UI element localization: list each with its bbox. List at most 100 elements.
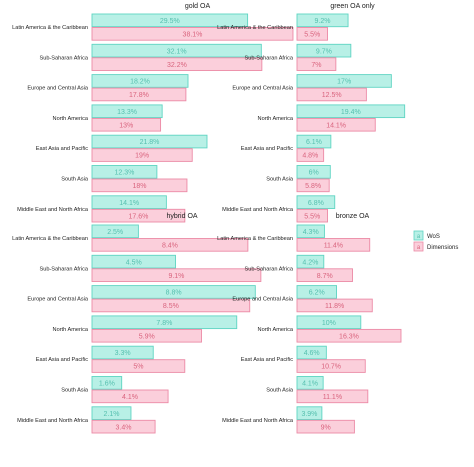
bar-dim-middle-east-and-north-africa <box>91 419 156 434</box>
bar-wos-east-asia-and-pacific <box>296 134 332 149</box>
category-label: East Asia and Pacific <box>36 357 88 363</box>
bar-wos-europe-and-central-asia <box>91 74 189 88</box>
bar-wos-middle-east-and-north-africa <box>91 195 167 209</box>
bar-value-label: 13% <box>119 122 133 129</box>
bar-value-label: 14.1% <box>119 200 139 207</box>
bar-value-label: 10.7% <box>321 364 341 371</box>
legend-swatch-letter-dimensions: a <box>417 245 421 251</box>
bar-wos-latin-america-and-the-caribbean <box>91 224 139 239</box>
bar-wos-north-america <box>296 104 406 119</box>
category-label: North America <box>258 327 294 333</box>
bar-value-label: 1.6% <box>99 380 115 387</box>
bar-dim-sub-saharan-africa <box>91 268 262 282</box>
bar-dim-europe-and-central-asia <box>296 298 373 313</box>
category-label: Latin America & the Caribbean <box>217 25 293 31</box>
bar-value-label: 5.5% <box>304 213 320 220</box>
bar-dim-europe-and-central-asia <box>91 298 251 313</box>
bar-value-label: 8.4% <box>162 242 178 249</box>
panel-title: bronze OA <box>336 213 370 220</box>
category-label: Middle East and North Africa <box>17 418 89 424</box>
panel-bronze-oa: bronze OA Latin America & the Caribbean 4.… <box>217 213 402 434</box>
bar-dim-sub-saharan-africa <box>91 57 263 71</box>
category-label: Europe and Central Asia <box>232 86 294 92</box>
category-label: Latin America & the Caribbean <box>12 236 88 242</box>
bar-value-label: 9.1% <box>168 273 184 280</box>
category-label: North America <box>53 327 89 333</box>
bar-wos-europe-and-central-asia <box>91 285 256 299</box>
bar-value-label: 6% <box>309 169 319 176</box>
bar-value-label: 11.4% <box>324 242 343 249</box>
bar-value-label: 5.9% <box>139 333 155 340</box>
bar-value-label: 6.1% <box>306 139 322 146</box>
bar-dim-europe-and-central-asia <box>296 87 367 102</box>
bar-value-label: 9.7% <box>316 48 332 55</box>
bar-value-label: 10% <box>322 320 336 327</box>
bar-value-label: 5.5% <box>304 31 320 38</box>
bar-wos-south-asia <box>91 165 158 179</box>
bar-wos-east-asia-and-pacific <box>296 345 327 360</box>
bar-value-label: 7% <box>311 62 321 69</box>
panel-green-oa-only: green OA only Latin America & the Caribbe… <box>217 3 406 223</box>
bar-wos-south-asia <box>296 165 331 179</box>
bar-wos-east-asia-and-pacific <box>91 345 154 360</box>
bar-wos-sub-saharan-africa <box>91 254 176 269</box>
bar-wos-sub-saharan-africa <box>296 43 352 58</box>
bar-value-label: 16.3% <box>339 333 359 340</box>
bar-value-label: 4.5% <box>126 259 142 266</box>
bar-value-label: 32.2% <box>167 62 187 69</box>
bar-wos-middle-east-and-north-africa <box>296 406 323 420</box>
category-label: South Asia <box>61 177 89 183</box>
bar-wos-east-asia-and-pacific <box>91 134 208 149</box>
bar-dim-latin-america-and-the-caribbean <box>296 238 371 252</box>
bar-value-label: 32.1% <box>167 48 187 55</box>
bar-value-label: 12.3% <box>115 169 135 176</box>
category-label: Sub-Saharan Africa <box>39 55 88 61</box>
bar-dim-europe-and-central-asia <box>91 87 187 102</box>
bar-wos-europe-and-central-asia <box>296 74 392 88</box>
bar-value-label: 2.5% <box>107 229 123 236</box>
category-label: South Asia <box>266 177 294 183</box>
panel-title: gold OA <box>185 3 211 10</box>
bar-value-label: 29.5% <box>160 18 180 25</box>
bar-dim-east-asia-and-pacific <box>91 359 186 373</box>
bar-wos-south-asia <box>296 376 324 390</box>
bar-value-label: 8.5% <box>163 303 179 310</box>
bar-value-label: 38.1% <box>183 31 203 38</box>
bar-value-label: 9% <box>321 424 331 431</box>
bar-dim-south-asia <box>296 178 330 193</box>
panel-gold-oa: gold OA Latin America & the Caribbean 29.5… <box>12 3 294 223</box>
bar-dim-south-asia <box>296 389 369 404</box>
category-label: North America <box>53 116 89 122</box>
bar-value-label: 5.8% <box>305 183 321 190</box>
bar-value-label: 2.1% <box>104 411 120 418</box>
bar-wos-north-america <box>91 315 238 330</box>
bar-value-label: 17.6% <box>128 213 148 220</box>
category-label: Latin America & the Caribbean <box>12 25 88 31</box>
bar-dim-middle-east-and-north-africa <box>91 208 186 223</box>
category-label: Sub-Saharan Africa <box>39 266 88 272</box>
category-label: East Asia and Pacific <box>241 357 293 363</box>
bar-value-label: 3.3% <box>115 350 131 357</box>
bar-dim-middle-east-and-north-africa <box>296 208 328 223</box>
bar-value-label: 21.8% <box>140 139 160 146</box>
category-label: South Asia <box>266 388 294 394</box>
bar-dim-south-asia <box>91 389 169 404</box>
bar-value-label: 8.8% <box>166 290 182 297</box>
bar-wos-europe-and-central-asia <box>296 285 338 299</box>
bar-dim-latin-america-and-the-caribbean <box>91 27 294 41</box>
bar-value-label: 17.8% <box>129 92 149 99</box>
category-label: East Asia and Pacific <box>241 146 293 152</box>
bar-value-label: 4.6% <box>304 350 320 357</box>
category-label: Latin America & the Caribbean <box>217 236 293 242</box>
bar-wos-latin-america-and-the-caribbean <box>91 13 249 28</box>
bar-dim-sub-saharan-africa <box>296 57 337 71</box>
category-label: East Asia and Pacific <box>36 146 88 152</box>
category-label: Sub-Saharan Africa <box>244 55 293 61</box>
bar-value-label: 4.3% <box>303 229 319 236</box>
panel-title: green OA only <box>330 3 375 10</box>
bar-value-label: 11.1% <box>323 394 342 401</box>
category-label: Europe and Central Asia <box>27 297 89 303</box>
bar-value-label: 3.4% <box>116 424 132 431</box>
bar-wos-middle-east-and-north-africa <box>91 406 132 420</box>
bar-dim-north-america <box>91 117 162 132</box>
